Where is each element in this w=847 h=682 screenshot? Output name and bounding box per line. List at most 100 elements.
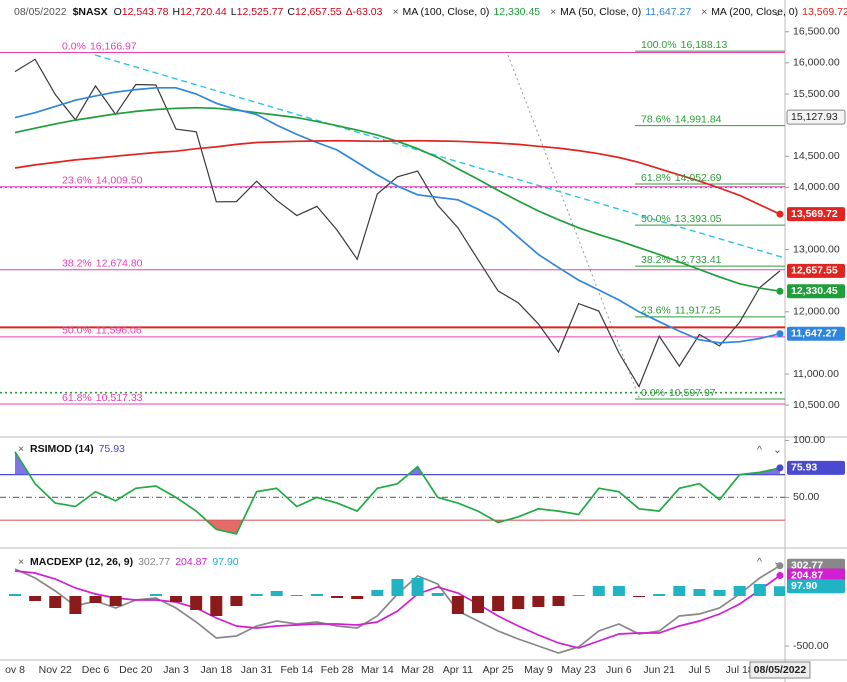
x-tick-label: Jun 6	[606, 664, 632, 676]
legend-name: RSIMOD (14)	[30, 443, 94, 455]
last-value-dot	[776, 330, 784, 338]
header-change: Δ-63.03	[346, 6, 383, 18]
y-tick-label: 15,500.00	[793, 88, 840, 100]
y-tick-label: 100.00	[793, 434, 825, 446]
ohlc-value: 12,720.44	[180, 6, 227, 18]
x-tick-label: Jan 3	[163, 664, 189, 676]
legend-name: MA (100, Close, 0)	[402, 6, 489, 18]
x-tick-label: Jan 18	[201, 664, 233, 676]
x-tick-label: Jul 5	[688, 664, 710, 676]
price-badge	[787, 326, 845, 341]
fib-price-label: 14,052.69	[675, 172, 722, 184]
fib-level-label: 23.6%	[641, 305, 671, 317]
price-badge-label: 13,569.72	[791, 208, 838, 220]
fib-price-label: 16,188.13	[681, 39, 728, 51]
legend-value: 97.90	[212, 556, 238, 568]
marker-badge	[786, 109, 846, 125]
remove-icon[interactable]: ×	[18, 443, 24, 455]
fib-price-label: 13,393.05	[675, 213, 722, 225]
fib-level-label: 38.2%	[641, 254, 671, 266]
histogram-bar	[109, 596, 122, 606]
histogram-bar	[170, 596, 183, 602]
price-badge-label: 97.90	[791, 580, 817, 592]
last-value-dot	[776, 464, 784, 472]
price-badge-label: 11,647.27	[791, 328, 837, 340]
fib-level-label: 0.0%	[641, 387, 665, 399]
menu-icon[interactable]: ⌄	[773, 7, 782, 19]
x-tick-label: Dec 6	[82, 664, 110, 676]
histogram-bar	[270, 591, 283, 596]
price-badge-label: 12,330.45	[791, 285, 838, 297]
last-value-dot	[776, 562, 784, 570]
last-value-dot	[776, 210, 784, 218]
histogram-bar	[310, 594, 323, 596]
price-badge-label: 75.93	[791, 462, 817, 474]
fib-level-label: 50.0%	[641, 213, 671, 225]
histogram-bar	[753, 584, 766, 596]
fib-price-label: 10,517.33	[96, 392, 143, 404]
y-tick-label: 50.00	[793, 491, 819, 503]
histogram-bar	[250, 594, 263, 596]
remove-icon[interactable]: ×	[701, 6, 707, 18]
y-tick-label: 16,000.00	[793, 57, 840, 69]
histogram-bar	[69, 596, 82, 614]
last-value-dot	[776, 572, 784, 580]
histogram-bar	[693, 589, 706, 596]
fib-level-label: 50.0%	[62, 325, 92, 337]
histogram-bar	[471, 596, 484, 613]
price-badge-label: 12,657.55	[791, 265, 838, 277]
panel	[0, 50, 785, 405]
x-tick-label: Feb 14	[280, 664, 313, 676]
x-tick-label: Jun 21	[643, 664, 675, 676]
series-line	[14, 451, 781, 535]
fib-price-label: 14,991.84	[675, 113, 722, 125]
histogram-bar	[512, 596, 525, 609]
histogram-bar	[713, 590, 726, 596]
fib-price-label: 11,596.06	[96, 325, 142, 337]
fib-price-label: 12,674.80	[96, 258, 143, 270]
marker-badge-label: 15,127.93	[791, 111, 838, 123]
histogram-bar	[633, 596, 646, 597]
fib-price-label: 14,009.50	[96, 175, 143, 187]
legend-value: 302.77	[138, 556, 170, 568]
price-badge	[787, 263, 845, 278]
x-tick-label: Apr 11	[443, 664, 473, 676]
histogram-bar	[773, 586, 785, 596]
menu-icon[interactable]: ⌄	[773, 444, 782, 456]
fib-price-label: 10,597.97	[669, 387, 716, 399]
x-tick-label: May 9	[524, 664, 553, 676]
remove-icon[interactable]: ×	[18, 556, 24, 568]
fib-price-label: 12,733.41	[675, 254, 722, 266]
histogram-bar	[290, 595, 303, 596]
histogram-bar	[49, 596, 62, 608]
ohlc-prefix: H	[172, 6, 180, 18]
price-badge	[787, 207, 845, 222]
x-tick-label: Nov 22	[39, 664, 72, 676]
price-badge	[787, 284, 845, 299]
x-tick-label: Mar 14	[361, 664, 394, 676]
y-tick-label: 16,500.00	[793, 26, 840, 38]
menu-icon[interactable]: ⌄	[773, 556, 782, 568]
collapse-icon[interactable]: ^	[757, 444, 762, 456]
y-tick-label: 11,000.00	[793, 368, 839, 380]
fib-price-label: 16,166.97	[90, 40, 137, 52]
panel	[0, 451, 785, 535]
fib-level-label: 61.8%	[62, 392, 92, 404]
remove-icon[interactable]: ×	[392, 6, 398, 18]
header-symbol: $NASX	[73, 6, 108, 18]
remove-icon[interactable]: ×	[550, 6, 556, 18]
y-tick-label: 12,000.00	[793, 306, 840, 318]
histogram-bar	[431, 593, 444, 596]
x-tick-label: Jan 31	[241, 664, 273, 676]
ohlc-prefix: C	[287, 6, 295, 18]
legend-value: 12,330.45	[493, 6, 540, 18]
fib-level-label: 78.6%	[641, 113, 671, 125]
series-line	[14, 139, 781, 215]
y-tick-label: 13,000.00	[793, 243, 840, 255]
histogram-bar	[371, 590, 384, 596]
ohlc-prefix: L	[231, 6, 237, 18]
x-tick-label: ov 8	[5, 664, 25, 676]
x-tick-label: May 23	[561, 664, 596, 676]
ohlc-prefix: O	[114, 6, 122, 18]
collapse-icon[interactable]: ^	[757, 556, 762, 568]
